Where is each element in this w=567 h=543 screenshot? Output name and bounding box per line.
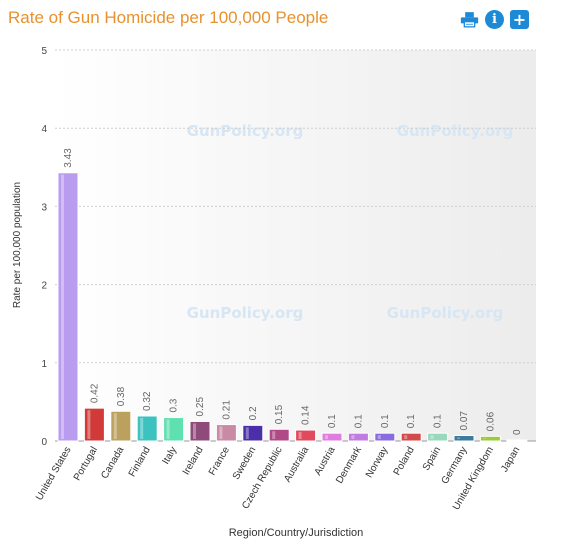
y-tick-label: 0 [41, 437, 47, 448]
data-label: 0.06 [485, 411, 496, 431]
bar-highlight [166, 419, 170, 439]
x-tick-label: Ireland [181, 445, 206, 477]
bar-highlight [140, 417, 144, 439]
watermark-text: GunPolicy.org [187, 122, 304, 140]
bar-highlight [377, 435, 381, 439]
bar[interactable] [506, 439, 528, 442]
bar-highlight [245, 427, 249, 439]
bar-highlight [61, 174, 64, 440]
bar-highlight [325, 435, 328, 439]
x-tick-label: Norway [364, 445, 390, 480]
bar-highlight [298, 432, 302, 439]
y-tick-label: 5 [41, 46, 47, 57]
x-axis-label: Region/Country/Jurisdiction [229, 527, 364, 539]
x-tick-label: Finland [127, 445, 153, 479]
bar-highlight [193, 423, 196, 439]
y-tick-label: 4 [41, 124, 47, 135]
data-label: 0.25 [195, 397, 206, 417]
x-tick-label: Portugal [72, 445, 100, 483]
data-label: 0.1 [406, 414, 417, 428]
bar-highlight [87, 410, 91, 439]
x-tick-label: Australia [282, 445, 311, 485]
x-tick-label: Poland [392, 445, 417, 477]
x-tick-label: Canada [99, 445, 126, 481]
x-tick-label: Germany [440, 445, 470, 486]
bar[interactable] [242, 424, 264, 442]
bar[interactable] [374, 432, 396, 442]
chart-toolbar: i + [460, 10, 529, 29]
plot-area [55, 50, 536, 441]
bar[interactable] [189, 420, 211, 442]
info-icon[interactable]: i [485, 10, 504, 29]
data-label: 0.1 [380, 414, 391, 428]
x-tick-label: Spain [421, 445, 443, 473]
bar-highlight [351, 435, 355, 439]
bar-highlight [404, 435, 408, 439]
print-icon[interactable] [460, 10, 479, 29]
watermark-text: GunPolicy.org [397, 122, 514, 140]
data-label: 0.07 [459, 411, 470, 431]
data-label: 0.15 [274, 404, 285, 424]
bar[interactable] [83, 407, 105, 442]
data-label: 0.1 [327, 414, 338, 428]
x-tick-label: France [207, 445, 232, 478]
x-tick-label: United States [34, 445, 74, 503]
data-label: 0.32 [142, 391, 153, 411]
watermark-text: GunPolicy.org [387, 304, 504, 322]
bar-highlight [272, 431, 276, 439]
bar[interactable] [347, 432, 369, 442]
bar[interactable] [479, 435, 501, 442]
bar[interactable] [136, 415, 158, 442]
data-label: 0.2 [248, 406, 259, 420]
chart-title: Rate of Gun Homicide per 100,000 People [8, 8, 329, 27]
watermark-text: GunPolicy.org [187, 304, 304, 322]
x-tick-label: Denmark [334, 444, 364, 485]
bar[interactable] [163, 417, 185, 442]
data-label: 0 [512, 429, 523, 435]
data-label: 3.43 [63, 148, 74, 168]
bar[interactable] [110, 410, 132, 442]
y-tick-label: 3 [41, 202, 47, 213]
data-label: 0.42 [89, 383, 100, 403]
bar[interactable] [57, 172, 79, 442]
bar[interactable] [268, 428, 290, 442]
bar-highlight [430, 435, 434, 439]
x-tick-label: Japan [499, 445, 522, 474]
bar-highlight [457, 437, 460, 439]
data-label: 0.3 [169, 398, 180, 412]
y-axis-label: Rate per 100,000 population [12, 182, 23, 308]
bar[interactable] [400, 432, 422, 442]
add-icon[interactable]: + [510, 10, 529, 29]
bar[interactable] [453, 435, 475, 442]
bar[interactable] [427, 432, 449, 442]
data-label: 0.21 [221, 400, 232, 420]
data-label: 0.1 [353, 414, 364, 428]
bar-highlight [113, 413, 117, 439]
bar-highlight [483, 438, 487, 439]
y-tick-label: 1 [41, 359, 47, 370]
data-label: 0.38 [116, 386, 127, 406]
x-tick-label: Sweden [231, 445, 259, 482]
data-label: 0.1 [433, 414, 444, 428]
bar[interactable] [295, 429, 317, 442]
x-tick-label: Austria [313, 445, 338, 478]
y-tick-label: 2 [41, 281, 47, 292]
data-label: 0.14 [301, 405, 312, 425]
bar[interactable] [215, 424, 237, 442]
watermark-layer: GunPolicy.org GunPolicy.org GunPolicy.or… [187, 122, 514, 322]
x-tick-label: Italy [160, 445, 179, 466]
bar-highlight [219, 426, 223, 439]
bar[interactable] [321, 432, 343, 442]
